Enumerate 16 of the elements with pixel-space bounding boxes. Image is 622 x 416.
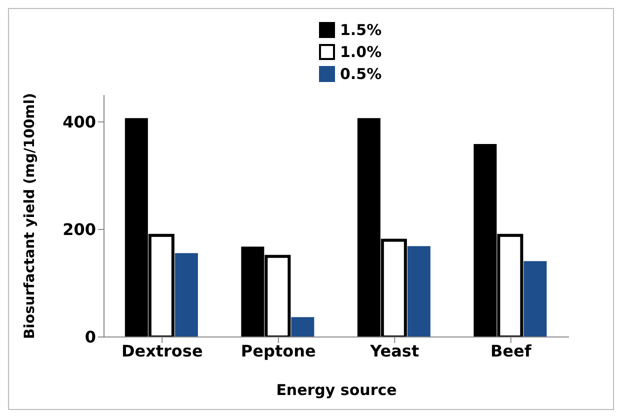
x-tick-label: Yeast: [369, 341, 420, 360]
x-tick-label: Peptone: [240, 341, 316, 360]
legend-label: 0.5%: [340, 65, 382, 83]
bar: [291, 317, 314, 337]
x-tick-label: Dextrose: [121, 341, 203, 360]
y-axis-title: Biosurfactant yield (mg/100ml): [22, 92, 38, 340]
y-tick-label: 400: [62, 112, 96, 132]
bar: [524, 261, 547, 337]
y-tick-label: 200: [62, 220, 96, 240]
x-axis-title: Energy source: [276, 381, 397, 399]
x-tick-label: Beef: [490, 341, 532, 360]
legend-label: 1.0%: [340, 43, 382, 61]
bar: [407, 246, 430, 337]
legend-label: 1.5%: [340, 21, 382, 39]
y-tick-label: 0: [84, 328, 96, 347]
bar: [174, 253, 198, 337]
